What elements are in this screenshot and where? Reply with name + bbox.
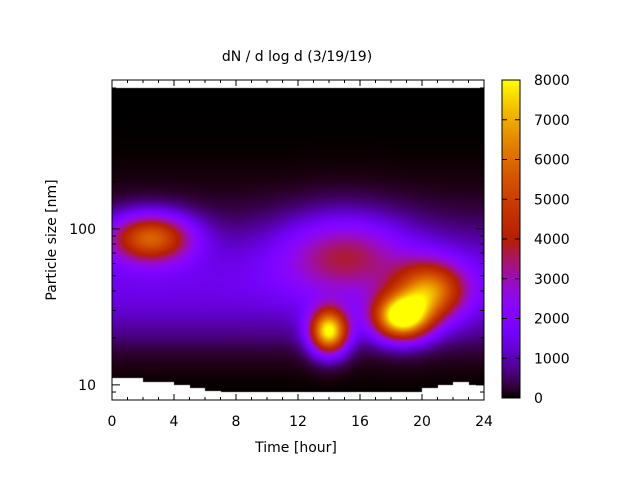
heatmap-plot-area [112, 80, 484, 400]
colorbar-tick-label: 1000 [534, 351, 570, 367]
x-tick-label: 24 [475, 414, 493, 430]
x-tick-label: 4 [170, 414, 179, 430]
colorbar-tick-label: 7000 [534, 113, 570, 129]
colorbar-tick-label: 0 [534, 391, 543, 407]
chart-title: dN / d log d (3/19/19) [222, 49, 372, 65]
colorbar-axis: 0 1000 2000 3000 4000 5000 6000 7000 8000 [502, 73, 570, 407]
y-tick-label: 100 [69, 222, 96, 238]
x-axis: 0 4 8 12 16 20 24 [108, 80, 493, 430]
colorbar: 0 1000 2000 3000 4000 5000 6000 7000 8000 [501, 73, 570, 407]
x-tick-label: 16 [351, 414, 369, 430]
colorbar-tick-label: 6000 [534, 153, 570, 169]
x-tick-label: 0 [108, 414, 117, 430]
y-axis-label: Particle size [nm] [44, 179, 60, 300]
colorbar-tick-label: 3000 [534, 272, 570, 288]
y-tick-label: 10 [78, 378, 96, 394]
colorbar-tick-label: 4000 [534, 232, 570, 248]
x-axis-label: Time [hour] [254, 440, 337, 456]
y-axis: 10 100 [69, 79, 484, 401]
x-tick-label: 8 [232, 414, 241, 430]
colorbar-tick-label: 2000 [534, 312, 570, 328]
x-tick-label: 12 [289, 414, 307, 430]
colorbar-tick-label: 5000 [534, 192, 570, 208]
heatmap-canvas [112, 80, 484, 400]
x-tick-label: 20 [413, 414, 431, 430]
colorbar-tick-label: 8000 [534, 73, 570, 89]
